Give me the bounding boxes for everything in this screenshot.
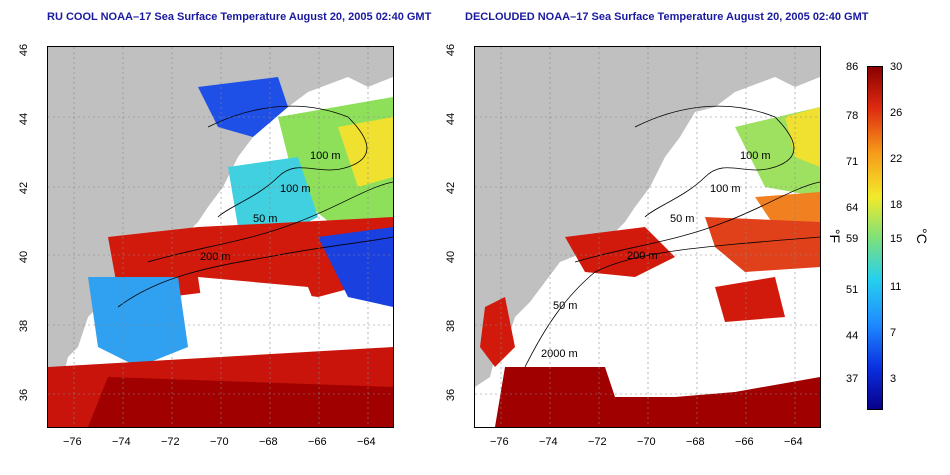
mixed-blue-west	[88, 277, 188, 367]
lon-tick-label: −72	[588, 436, 607, 448]
celsius-tick-label: 18	[890, 199, 903, 211]
celsius-tick-label: 15	[890, 233, 903, 245]
lat-tick-label: 40	[18, 250, 31, 264]
contour-label: 100 m	[310, 150, 341, 162]
contour-label: 200 m	[200, 251, 231, 263]
temperature-colorbar	[867, 66, 883, 410]
warm-patch-east	[705, 217, 820, 272]
cold-patch-north	[198, 77, 288, 137]
contour-label: 100 m	[280, 183, 311, 195]
lon-tick-label: −66	[735, 436, 754, 448]
fahrenheit-unit-label: °F	[827, 228, 844, 244]
fahrenheit-tick-label: 86	[846, 61, 859, 73]
right-sst-map: 100 m 100 m 50 m 200 m 50 m 2000 m	[474, 46, 821, 428]
fahrenheit-tick-label: 64	[846, 202, 859, 214]
contour-200m	[147, 181, 393, 263]
lon-tick-label: −70	[637, 436, 656, 448]
contour-label: 50 m	[670, 213, 694, 225]
lat-tick-label: 46	[18, 43, 31, 57]
lon-tick-label: −76	[490, 436, 509, 448]
contour-100m	[207, 105, 368, 218]
lat-tick-label: 40	[445, 250, 458, 264]
contour-200m	[574, 181, 820, 263]
grid-lines	[48, 47, 393, 427]
cyan-patch	[228, 157, 318, 237]
lon-tick-label: −76	[63, 436, 82, 448]
lon-tick-label: −68	[259, 436, 278, 448]
contour-2000m	[524, 236, 820, 368]
celsius-tick-label: 22	[890, 153, 903, 165]
lat-tick-label: 46	[445, 43, 458, 57]
celsius-unit-label: °C	[913, 228, 930, 244]
right-map-graphic: 100 m 100 m 50 m 200 m 50 m 2000 m	[475, 47, 820, 427]
contour-label: 50 m	[253, 213, 277, 225]
lat-tick-label: 44	[445, 112, 458, 126]
left-sst-map: 100 m 100 m 50 m 200 m	[47, 46, 394, 428]
land-mass	[475, 47, 820, 387]
contour-label: 50 m	[553, 300, 577, 312]
hot-south	[495, 367, 820, 427]
lon-tick-label: −66	[308, 436, 327, 448]
contour-label: 200 m	[627, 250, 658, 262]
grid-lines	[475, 47, 820, 427]
lon-tick-label: −74	[539, 436, 558, 448]
lat-tick-label: 42	[18, 181, 31, 195]
contour-label: 100 m	[710, 183, 741, 195]
lon-tick-label: −72	[161, 436, 180, 448]
celsius-tick-label: 30	[890, 61, 903, 73]
cold-band-east	[318, 227, 393, 307]
lat-tick-label: 36	[445, 388, 458, 402]
lat-tick-label: 38	[445, 319, 458, 333]
celsius-tick-label: 3	[890, 373, 897, 385]
hot-south	[88, 377, 393, 427]
fahrenheit-tick-label: 71	[846, 156, 859, 168]
celsius-tick-label: 26	[890, 107, 903, 119]
lon-tick-label: −64	[784, 436, 803, 448]
lon-tick-label: −68	[686, 436, 705, 448]
fahrenheit-tick-label: 51	[846, 284, 859, 296]
lat-tick-label: 38	[18, 319, 31, 333]
contour-label: 100 m	[740, 150, 771, 162]
cloud-area	[198, 277, 328, 367]
warm-patch-south	[715, 277, 785, 322]
fahrenheit-tick-label: 37	[846, 373, 859, 385]
contour-label: 2000 m	[541, 348, 578, 360]
contour-100m	[634, 105, 795, 218]
lat-tick-label: 36	[18, 388, 31, 402]
contour-2000m	[117, 236, 393, 308]
fahrenheit-tick-label: 59	[846, 233, 859, 245]
lat-tick-label: 42	[445, 181, 458, 195]
land-mass	[48, 47, 393, 387]
warm-west-strip	[480, 297, 515, 367]
fahrenheit-tick-label: 44	[846, 330, 859, 342]
yellow-patch-ne	[338, 117, 393, 187]
left-map-graphic: 100 m 100 m 50 m 200 m	[48, 47, 393, 427]
celsius-tick-label: 11	[890, 281, 902, 293]
warm-patch-mid	[565, 227, 675, 277]
lon-tick-label: −74	[112, 436, 131, 448]
fahrenheit-tick-label: 78	[846, 110, 859, 122]
left-panel-title: RU COOL NOAA–17 Sea Surface Temperature …	[47, 11, 432, 23]
celsius-tick-label: 7	[890, 327, 897, 339]
lat-tick-label: 44	[18, 112, 31, 126]
lon-tick-label: −64	[357, 436, 376, 448]
right-panel-title: DECLOUDED NOAA–17 Sea Surface Temperatur…	[465, 11, 869, 23]
lon-tick-label: −70	[210, 436, 229, 448]
